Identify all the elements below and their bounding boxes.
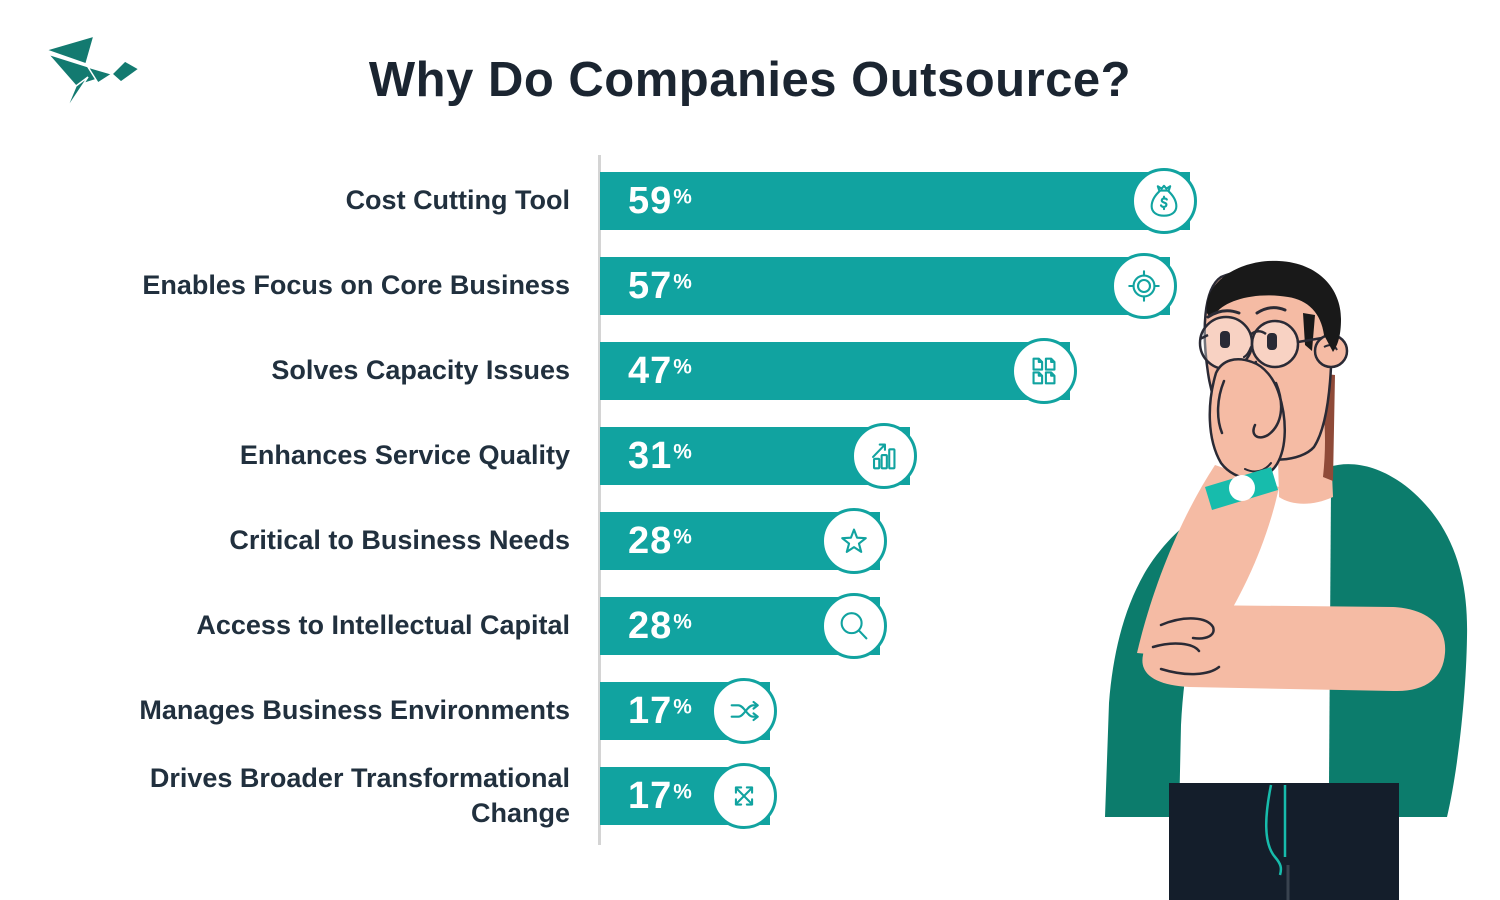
thumb-line bbox=[1216, 379, 1226, 435]
bar-track: 47% bbox=[600, 338, 1077, 404]
percent-sign: % bbox=[673, 270, 693, 294]
bar-row: Access to Intellectual Capital 28% bbox=[0, 593, 1500, 659]
crossed-arm bbox=[1142, 604, 1446, 692]
bar-value: 17% bbox=[628, 690, 693, 733]
category-label: Manages Business Environments bbox=[139, 695, 570, 726]
bar: 59% bbox=[600, 168, 1197, 234]
growth-chart-icon bbox=[851, 423, 917, 489]
percent-sign: % bbox=[673, 185, 693, 209]
money-bag-icon bbox=[1131, 168, 1197, 234]
nose bbox=[1242, 345, 1253, 359]
bar-value: 57% bbox=[628, 265, 693, 308]
bar-row: Drives Broader Transformational Change 1… bbox=[0, 763, 1500, 829]
bar: 28% bbox=[600, 593, 887, 659]
bar-value: 47% bbox=[628, 350, 693, 393]
watch-face bbox=[1229, 475, 1255, 501]
category-label: Critical to Business Needs bbox=[229, 525, 570, 556]
bar-value-number: 17 bbox=[628, 774, 673, 817]
logo-tail bbox=[65, 76, 89, 111]
category-label: Cost Cutting Tool bbox=[345, 185, 570, 216]
percent-sign: % bbox=[673, 440, 693, 464]
bar-track: 57% bbox=[600, 253, 1177, 319]
magnifier-icon bbox=[821, 593, 887, 659]
logo-neck-facet bbox=[86, 65, 114, 85]
logo-wing bbox=[43, 34, 96, 65]
eye-right bbox=[1267, 333, 1277, 350]
bar: 57% bbox=[600, 253, 1177, 319]
axis-line bbox=[598, 155, 601, 845]
category-label: Enables Focus on Core Business bbox=[142, 270, 570, 301]
bar-row: Cost Cutting Tool 59% bbox=[0, 168, 1500, 234]
bar-value: 28% bbox=[628, 520, 693, 563]
bar-track: 28% bbox=[600, 593, 887, 659]
bar-row: Solves Capacity Issues 47% bbox=[0, 338, 1500, 404]
origami-bird-logo bbox=[43, 34, 141, 111]
bar: 31% bbox=[600, 423, 917, 489]
drawstring bbox=[1264, 784, 1287, 876]
star-icon bbox=[821, 508, 887, 574]
target-icon bbox=[1111, 253, 1177, 319]
bar-track: 28% bbox=[600, 508, 887, 574]
documents-icon bbox=[1011, 338, 1077, 404]
eye-left bbox=[1220, 331, 1230, 348]
percent-sign: % bbox=[673, 525, 693, 549]
page-title: Why Do Companies Outsource? bbox=[368, 53, 1132, 107]
bar-track: 17% bbox=[600, 763, 777, 829]
bar-value: 17% bbox=[628, 775, 693, 818]
bar-track: 31% bbox=[600, 423, 917, 489]
bar-value-number: 31 bbox=[628, 434, 673, 477]
bar: 17% bbox=[600, 678, 777, 744]
thinking-man-illustration bbox=[1105, 260, 1468, 900]
bar-track: 17% bbox=[600, 678, 777, 744]
logo-head bbox=[110, 60, 141, 83]
bar-rows: Cost Cutting Tool 59% Enables Focus on C… bbox=[0, 168, 1500, 829]
percent-sign: % bbox=[673, 355, 693, 379]
index-finger-line bbox=[1252, 381, 1283, 439]
bar: 28% bbox=[600, 508, 887, 574]
bar: 17% bbox=[600, 763, 777, 829]
bar-track: 59% bbox=[600, 168, 1197, 234]
bar-row: Enables Focus on Core Business 57% bbox=[0, 253, 1500, 319]
hand-on-chin bbox=[1208, 358, 1287, 480]
category-label: Access to Intellectual Capital bbox=[196, 610, 570, 641]
bar-row: Enhances Service Quality 31% bbox=[0, 423, 1500, 489]
category-label: Enhances Service Quality bbox=[239, 440, 570, 471]
bar: 47% bbox=[600, 338, 1077, 404]
bar-value-number: 28 bbox=[628, 519, 673, 562]
percent-sign: % bbox=[673, 695, 693, 719]
bar-value: 28% bbox=[628, 605, 693, 648]
bar-value-number: 59 bbox=[628, 179, 673, 222]
eyebrows bbox=[1206, 306, 1287, 319]
hair bbox=[1206, 260, 1341, 352]
shuffle-icon bbox=[711, 678, 777, 744]
category-label: Drives Broader Transformational Change bbox=[149, 762, 570, 828]
bar-value-number: 28 bbox=[628, 604, 673, 647]
bar-value: 59% bbox=[628, 180, 693, 223]
bar-row: Manages Business Environments 17% bbox=[0, 678, 1500, 744]
category-label: Solves Capacity Issues bbox=[271, 355, 570, 386]
percent-sign: % bbox=[673, 610, 693, 634]
bar-row: Critical to Business Needs 28% bbox=[0, 508, 1500, 574]
bar-value-number: 47 bbox=[628, 349, 673, 392]
bar-value: 31% bbox=[628, 435, 693, 478]
neck-shadow bbox=[1317, 373, 1335, 481]
bar-value-number: 17 bbox=[628, 689, 673, 732]
hand-fingers-lines bbox=[1151, 617, 1221, 676]
expand-icon bbox=[711, 763, 777, 829]
percent-sign: % bbox=[673, 780, 693, 804]
bar-value-number: 57 bbox=[628, 264, 673, 307]
